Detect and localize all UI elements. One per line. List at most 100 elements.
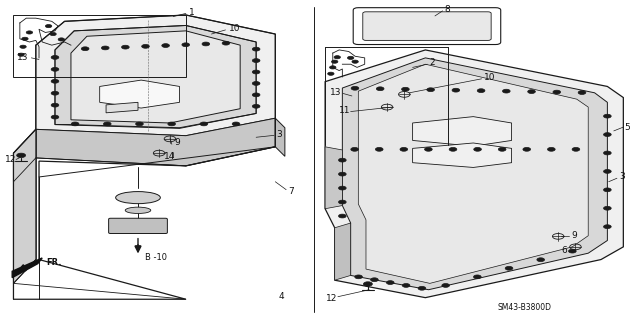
Text: 12: 12 [4, 155, 16, 164]
Circle shape [232, 122, 240, 126]
Circle shape [568, 249, 576, 253]
Circle shape [222, 41, 230, 45]
Circle shape [364, 282, 372, 286]
Polygon shape [275, 118, 285, 156]
Circle shape [51, 103, 59, 107]
Circle shape [182, 43, 189, 47]
Circle shape [202, 42, 210, 46]
Circle shape [348, 56, 354, 59]
Circle shape [387, 281, 394, 285]
Circle shape [604, 225, 611, 229]
Circle shape [502, 89, 510, 93]
Text: 2: 2 [430, 58, 435, 67]
Polygon shape [13, 129, 36, 283]
Circle shape [547, 147, 555, 151]
Circle shape [339, 186, 346, 190]
Polygon shape [413, 117, 511, 146]
Circle shape [351, 147, 358, 151]
Circle shape [17, 153, 26, 158]
Circle shape [339, 214, 346, 218]
FancyBboxPatch shape [363, 12, 491, 41]
Circle shape [505, 266, 513, 270]
Polygon shape [100, 80, 179, 108]
Circle shape [604, 169, 611, 173]
Circle shape [252, 104, 260, 108]
Circle shape [578, 91, 586, 94]
Circle shape [136, 122, 143, 126]
Circle shape [20, 45, 26, 48]
Text: 8: 8 [445, 5, 451, 14]
Polygon shape [55, 26, 256, 128]
Circle shape [81, 47, 89, 51]
Circle shape [51, 56, 59, 59]
Circle shape [403, 284, 410, 287]
Text: 9: 9 [174, 138, 180, 147]
Circle shape [376, 87, 384, 91]
Circle shape [162, 44, 170, 48]
Circle shape [252, 82, 260, 85]
Polygon shape [325, 147, 342, 209]
Circle shape [604, 188, 611, 192]
Circle shape [51, 91, 59, 95]
Circle shape [330, 66, 336, 69]
Circle shape [376, 147, 383, 151]
Text: 4: 4 [278, 292, 284, 301]
Circle shape [51, 115, 59, 119]
Text: 10: 10 [484, 73, 495, 82]
Circle shape [26, 31, 33, 34]
Circle shape [523, 147, 531, 151]
Circle shape [328, 72, 334, 75]
Text: 14: 14 [164, 152, 175, 161]
Circle shape [101, 46, 109, 50]
Circle shape [474, 275, 481, 279]
Circle shape [141, 44, 149, 48]
Text: 6: 6 [561, 247, 567, 256]
Text: 10: 10 [228, 24, 240, 33]
Circle shape [537, 258, 545, 262]
Text: 3: 3 [619, 173, 625, 182]
Circle shape [424, 147, 432, 151]
Circle shape [477, 89, 485, 93]
Circle shape [499, 147, 506, 151]
Circle shape [339, 172, 346, 176]
Text: 7: 7 [288, 187, 294, 196]
Circle shape [452, 88, 460, 92]
Circle shape [427, 88, 435, 92]
Circle shape [122, 45, 129, 49]
Circle shape [604, 133, 611, 137]
Text: 12: 12 [326, 294, 338, 303]
Polygon shape [342, 58, 607, 290]
Circle shape [604, 114, 611, 118]
Circle shape [528, 90, 536, 93]
Circle shape [252, 59, 260, 63]
Text: 1: 1 [189, 8, 195, 17]
Circle shape [58, 38, 65, 41]
Polygon shape [106, 102, 138, 113]
Circle shape [252, 93, 260, 97]
Circle shape [418, 286, 426, 290]
Text: 13: 13 [330, 88, 342, 97]
Circle shape [604, 151, 611, 155]
Polygon shape [71, 31, 240, 123]
Circle shape [339, 200, 346, 204]
Circle shape [71, 122, 79, 126]
Circle shape [51, 79, 59, 83]
Text: 3: 3 [276, 130, 282, 138]
Circle shape [449, 147, 457, 151]
Circle shape [332, 60, 338, 63]
Polygon shape [413, 143, 511, 167]
Circle shape [352, 60, 358, 63]
Polygon shape [36, 15, 275, 136]
FancyBboxPatch shape [109, 218, 168, 234]
Polygon shape [325, 50, 623, 298]
Circle shape [18, 53, 24, 56]
Ellipse shape [116, 192, 161, 204]
Circle shape [371, 278, 378, 282]
Circle shape [334, 56, 340, 59]
Text: 5: 5 [625, 123, 630, 132]
Polygon shape [358, 64, 588, 283]
Circle shape [400, 147, 408, 151]
Polygon shape [335, 223, 351, 280]
Polygon shape [13, 118, 275, 182]
Circle shape [252, 47, 260, 51]
